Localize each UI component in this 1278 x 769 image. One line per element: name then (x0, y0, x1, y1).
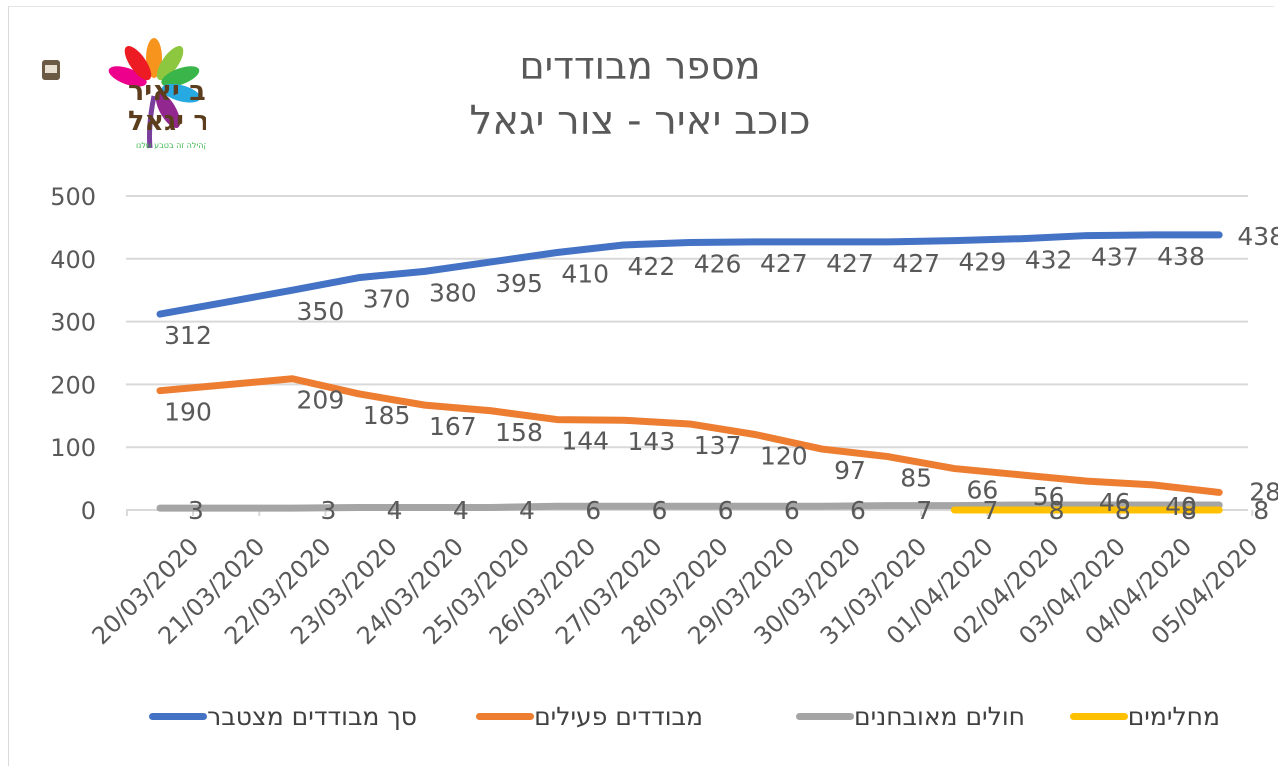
data-label: 8 (1253, 496, 1269, 525)
data-label: 437 (1091, 243, 1139, 272)
y-tick-label: 400 (50, 246, 96, 274)
data-label: 143 (628, 427, 676, 456)
logo-tagline: קהילה זה בטבע שלנו (136, 141, 206, 150)
legend-swatch (1069, 713, 1128, 720)
data-label: 6 (718, 496, 734, 525)
data-label: 6 (850, 496, 866, 525)
data-label: 28 (1249, 477, 1278, 506)
data-label: 395 (495, 269, 543, 298)
logo-emblem-icon (42, 60, 60, 80)
data-label: 380 (429, 278, 477, 307)
data-label: 97 (834, 456, 866, 485)
data-label: 56 (1033, 482, 1065, 511)
data-label: 370 (363, 285, 411, 314)
data-label: 312 (164, 321, 212, 350)
data-label: 7 (916, 496, 932, 525)
data-label: 46 (1099, 488, 1131, 517)
line-chart: 0 100 200 300 400 500 20/03/202021/03/202022/… (50, 183, 1278, 650)
x-axis: 20/03/202021/03/202022/03/202023/03/2020… (87, 510, 1263, 650)
data-label: 144 (561, 427, 609, 456)
data-label: 3 (188, 496, 204, 525)
series-line (156, 231, 1223, 318)
data-label: 66 (966, 476, 998, 505)
flower-logo: כוכב יאיר צור יגאל קהילה זה בטבע שלנו (42, 38, 206, 150)
series-lines (156, 231, 1223, 514)
legend-label: מבודדים פעילים (534, 702, 703, 731)
legend-label: סך מבודדים מצטבר (207, 702, 417, 731)
y-tick-label: 200 (50, 371, 96, 399)
data-label: 85 (900, 464, 932, 493)
data-label: 6 (651, 496, 667, 525)
data-label: 427 (826, 249, 874, 278)
chart-title: מספר מבודדים (519, 44, 761, 88)
data-label: 432 (1025, 246, 1073, 275)
data-label: 8 (1181, 496, 1197, 525)
chart-frame (8, 6, 1274, 766)
y-tick-label: 500 (50, 183, 96, 211)
data-label: 422 (628, 252, 676, 281)
series-line (156, 501, 1223, 512)
legend: סך מבודדים מצטבר מבודדים פעילים חולים מאוב… (0, 702, 1278, 746)
flower-petals-icon (108, 38, 201, 149)
logo-text-2: צור יגאל (128, 106, 206, 137)
series-line (156, 375, 1223, 496)
data-label: 40 (1165, 492, 1197, 521)
legend-item: סך מבודדים מצטבר (143, 702, 417, 731)
legend-swatch (476, 713, 535, 720)
data-label: 6 (784, 496, 800, 525)
data-label: 6 (585, 496, 601, 525)
data-label: 190 (164, 398, 212, 427)
data-label: 8 (1049, 496, 1065, 525)
legend-item: מחלימים (1064, 702, 1220, 731)
data-label: 209 (297, 386, 345, 415)
chart-subtitle: כוכב יאיר - צור יגאל (469, 98, 811, 144)
data-label: 427 (892, 249, 940, 278)
legend-swatch (796, 713, 855, 720)
legend-label: מחלימים (1127, 702, 1220, 731)
data-label: 185 (363, 401, 411, 430)
data-label: 3 (320, 496, 336, 525)
y-axis: 0 100 200 300 400 500 (50, 183, 96, 525)
legend-item: מבודדים פעילים (470, 702, 703, 731)
legend-swatch (149, 713, 208, 720)
data-label: 350 (297, 297, 345, 326)
y-tick-label: 300 (50, 309, 96, 337)
data-labels: 312 350 370 380 395 410 422 426 427 427 427 429 432 4… (164, 222, 1278, 525)
y-tick-label: 100 (50, 434, 96, 462)
y-tick-label: 0 (81, 497, 96, 525)
data-label: 4 (519, 496, 535, 525)
data-label: 8 (1115, 496, 1131, 525)
data-label: 7 (982, 496, 998, 525)
data-label: 426 (694, 249, 742, 278)
data-label: 427 (760, 249, 808, 278)
data-label: 438 (1237, 222, 1278, 251)
legend-label: חולים מאובחנים (854, 702, 1025, 731)
data-label: 137 (694, 431, 742, 460)
data-label: 158 (495, 418, 543, 447)
data-label: 4 (387, 496, 403, 525)
data-label: 120 (760, 442, 808, 471)
data-label: 429 (959, 248, 1007, 277)
data-label: 167 (429, 412, 477, 441)
data-label: 438 (1157, 242, 1205, 271)
data-label: 4 (453, 496, 469, 525)
logo-text-1: כוכב יאיר (128, 76, 206, 107)
data-label: 410 (561, 260, 609, 289)
legend-item: חולים מאובחנים (790, 702, 1025, 731)
